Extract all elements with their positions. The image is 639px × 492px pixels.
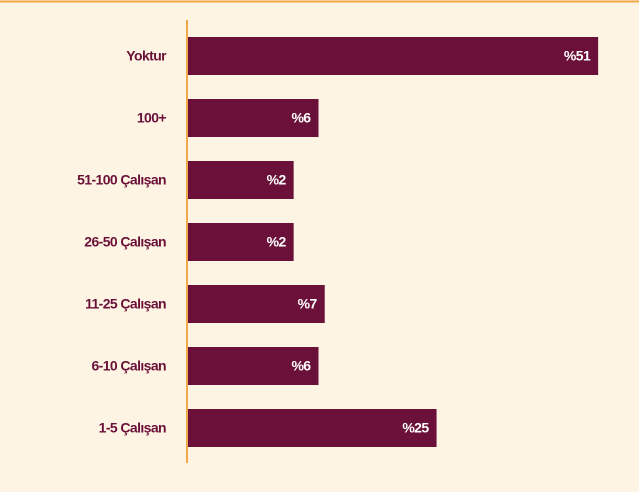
category-label: 1-5 Çalışan — [99, 420, 166, 436]
bar — [188, 347, 319, 385]
value-label: %25 — [402, 420, 429, 436]
value-label: %2 — [267, 172, 287, 188]
value-label: %51 — [564, 48, 591, 64]
category-label: 51-100 Çalışan — [77, 172, 166, 188]
category-label: 11-25 Çalışan — [85, 296, 166, 312]
category-label: Yoktur — [126, 48, 167, 64]
bar — [188, 37, 599, 75]
bar — [188, 99, 319, 137]
value-label: %2 — [267, 234, 287, 250]
category-label: 26-50 Çalışan — [84, 234, 166, 250]
bar — [188, 409, 437, 447]
value-label: %7 — [298, 296, 318, 312]
category-label: 6-10 Çalışan — [91, 358, 166, 374]
value-label: %6 — [291, 358, 311, 374]
bar — [188, 223, 294, 261]
value-label: %6 — [291, 110, 311, 126]
category-label: 100+ — [137, 110, 167, 126]
bar — [188, 161, 294, 199]
bar — [188, 285, 325, 323]
